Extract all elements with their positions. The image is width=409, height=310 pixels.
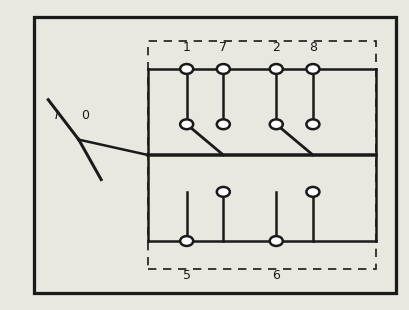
Text: 8: 8 xyxy=(308,41,316,54)
Circle shape xyxy=(269,64,282,74)
Text: I: I xyxy=(54,108,58,122)
Text: 0: 0 xyxy=(81,108,89,122)
Text: 7: 7 xyxy=(219,41,227,54)
Circle shape xyxy=(306,119,319,129)
Circle shape xyxy=(269,119,282,129)
Bar xyxy=(148,41,375,269)
Circle shape xyxy=(180,119,193,129)
Text: 1: 1 xyxy=(182,41,190,54)
Circle shape xyxy=(306,64,319,74)
Text: 5: 5 xyxy=(182,269,190,282)
Circle shape xyxy=(216,64,229,74)
Circle shape xyxy=(306,187,319,197)
Circle shape xyxy=(216,119,229,129)
Circle shape xyxy=(216,187,229,197)
Bar xyxy=(34,17,396,293)
Circle shape xyxy=(269,236,282,246)
Text: 6: 6 xyxy=(272,269,279,282)
Circle shape xyxy=(180,64,193,74)
Text: 2: 2 xyxy=(272,41,279,54)
Circle shape xyxy=(180,236,193,246)
